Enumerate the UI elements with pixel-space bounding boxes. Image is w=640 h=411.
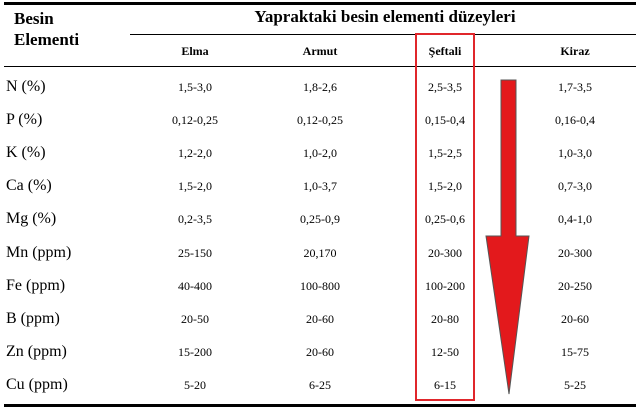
table-cell: 1,5-2,0 — [178, 179, 212, 194]
down-arrow-icon — [485, 79, 530, 395]
row-label: Ca (%) — [6, 177, 52, 195]
table-cell: 15-75 — [561, 344, 589, 359]
table-cell: 0,12-0,25 — [172, 113, 218, 128]
table-cell: 6-15 — [434, 377, 456, 392]
table-cell: 2,5-3,5 — [428, 80, 462, 94]
table-cell: 6-25 — [309, 377, 331, 392]
table-cell: 100-800 — [300, 278, 340, 293]
row-label: Mn (ppm) — [6, 243, 72, 261]
table-cell: 0,15-0,4 — [425, 113, 465, 128]
table-cell: 0,2-3,5 — [178, 212, 212, 227]
table-cell: 20-60 — [306, 311, 334, 326]
table-cell: 0,16-0,4 — [555, 113, 595, 128]
row-label: B (ppm) — [6, 309, 60, 327]
table-cell: 5-25 — [564, 377, 586, 392]
table-cell: 20,170 — [303, 245, 337, 260]
table-cell: 0,4-1,0 — [558, 212, 592, 227]
table-cell: 20-80 — [431, 311, 459, 326]
table-cell: 0,12-0,25 — [297, 113, 343, 128]
column-header-armut: Armut — [302, 44, 338, 58]
table-cell: 1,7-3,5 — [558, 80, 592, 94]
table-cell: 20-300 — [428, 245, 462, 260]
table-cell: 1,0-3,7 — [303, 179, 337, 194]
seftali-highlight-box — [415, 33, 475, 401]
first-column-header-line1: Besin — [14, 9, 54, 28]
table-cell: 100-200 — [425, 278, 465, 293]
bottom-rule — [4, 404, 636, 407]
row-label: P (%) — [6, 111, 43, 129]
table-cell: 20-60 — [306, 344, 334, 359]
row-label: Fe (ppm) — [6, 276, 66, 294]
row-label: N (%) — [6, 78, 46, 95]
table-cell: 1,2-2,0 — [178, 146, 212, 161]
column-header-seftali: Şeftali — [428, 44, 462, 58]
table-cell: 0,7-3,0 — [558, 179, 592, 194]
table-cell: 1,0-2,0 — [303, 146, 337, 161]
first-column-header-line2: Elementi — [14, 30, 80, 49]
row-label: K (%) — [6, 144, 46, 162]
table-cell: 20-50 — [181, 311, 209, 326]
table-cell: 40-400 — [178, 278, 212, 293]
table-cell: 20-250 — [558, 278, 592, 293]
group-underline — [130, 34, 636, 35]
table-cell: 20-300 — [558, 245, 592, 260]
table-cell: 15-200 — [178, 344, 212, 359]
first-column-header: Besin Elementi — [14, 8, 79, 50]
top-rule — [4, 2, 636, 5]
table-cell: 1,0-3,0 — [558, 146, 592, 161]
column-header-elma: Elma — [181, 44, 209, 58]
table-cell: 1,8-2,6 — [303, 80, 337, 94]
down-arrow-shape — [485, 79, 530, 395]
table-cell: 0,25-0,6 — [425, 212, 465, 227]
table-cell: 1,5-2,0 — [428, 179, 462, 194]
row-label: Zn (ppm) — [6, 342, 67, 360]
table-cell: 0,25-0,9 — [300, 212, 340, 227]
column-header-kiraz: Kiraz — [560, 44, 590, 58]
table-cell: 1,5-2,5 — [428, 146, 462, 161]
table-cell: 20-60 — [561, 311, 589, 326]
table-cell: 5-20 — [184, 377, 206, 392]
table-cell: 25-150 — [178, 245, 212, 260]
table-cell: 1,5-3,0 — [178, 80, 212, 94]
row-label: Mg (%) — [6, 210, 57, 228]
table-cell: 12-50 — [431, 344, 459, 359]
group-title: Yapraktaki besin elementi düzeyleri — [254, 7, 516, 26]
row-label: Cu (ppm) — [6, 375, 68, 393]
header-bottom-rule — [4, 66, 636, 67]
